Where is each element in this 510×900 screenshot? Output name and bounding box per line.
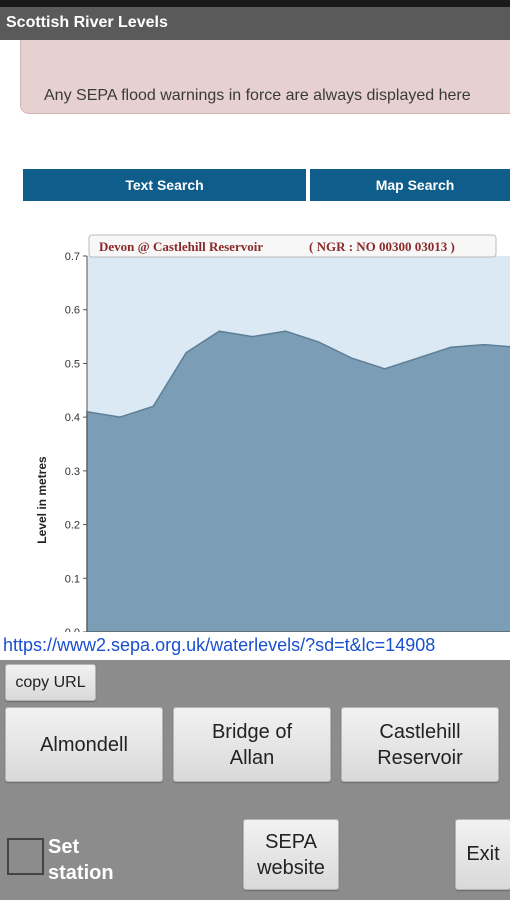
flood-warning-text: Any SEPA flood warnings in force are alw… [44,87,471,104]
label-line: Reservoir [377,746,463,769]
y-tick-label: 0.6 [65,305,80,317]
station-button-castlehill-reservoir[interactable]: Castlehill Reservoir [341,707,499,782]
web-view[interactable]: Any SEPA flood warnings in force are alw… [0,40,510,660]
label-line: Bridge of [211,720,293,743]
url-text[interactable]: https://www2.sepa.org.uk/waterlevels/?sd… [0,632,510,660]
sepa-website-button[interactable]: SEPA website [243,819,339,890]
status-bar [0,0,510,7]
label-line: station [48,862,114,884]
chart-title-box [88,234,497,258]
chart-title: Devon @ Castlehill Reservoir [99,239,263,254]
river-level-chart: 0.00.10.20.30.40.50.60.7 22 0004 0010 00… [35,234,510,654]
set-station-label[interactable]: Set station [48,834,138,886]
label-line: Castlehill [379,720,461,743]
station-button-label: Bridge of Allan [212,719,292,771]
y-tick-label: 0.1 [65,573,80,585]
set-station-checkbox[interactable] [7,838,44,875]
exit-button[interactable]: Exit [455,819,510,890]
flood-warning-box [20,40,510,114]
label-line: Set [48,836,80,858]
y-tick-label: 0.7 [65,251,80,263]
y-tick-label: 0.4 [65,412,80,424]
label-line: SEPA [265,830,317,853]
y-tick-label: 0.5 [65,358,80,370]
text-search-button[interactable]: Text Search [23,169,306,201]
y-tick-label: 0.3 [65,466,80,478]
label-line: Allan [229,746,275,769]
app-title: Scottish River Levels [0,7,510,40]
station-button-label: Castlehill Reservoir [377,719,463,771]
y-axis-label: Level in metres [35,456,49,544]
station-button-label: Almondell [40,733,128,756]
copy-url-button[interactable]: copy URL [5,664,96,701]
station-button-bridge-of-allan[interactable]: Bridge of Allan [173,707,331,782]
y-tick-label: 0.2 [65,520,80,532]
label-line: website [257,856,325,879]
sepa-button-label: SEPA website [257,829,325,881]
chart-subtitle: ( NGR : NO 00300 03013 ) [309,239,455,254]
level-area [86,330,510,633]
map-search-button[interactable]: Map Search [310,169,510,201]
station-button-almondell[interactable]: Almondell [5,707,163,782]
